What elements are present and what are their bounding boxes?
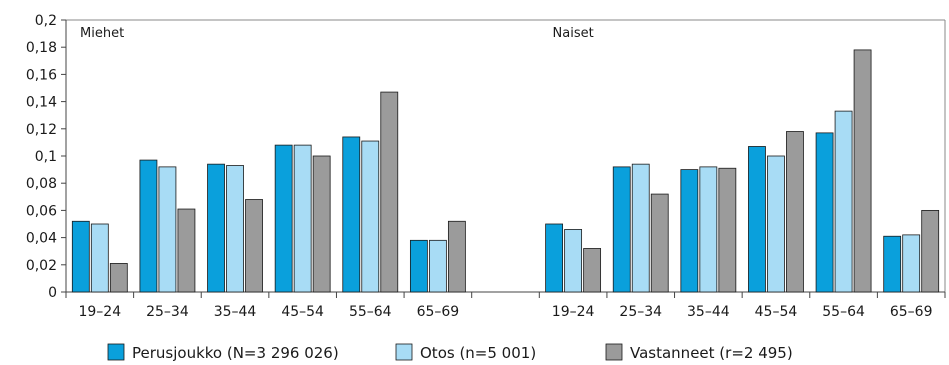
legend-label-3: Vastanneet (r=2 495) — [630, 344, 793, 362]
bar-2-11 — [767, 155, 785, 293]
x-tick-label: 45–54 — [755, 304, 798, 320]
bar-3-1 — [109, 263, 128, 293]
bar-1-9 — [612, 166, 631, 293]
bar-3-5 — [380, 91, 399, 293]
bar-3-13 — [921, 209, 940, 293]
bar-3-8 — [583, 248, 602, 293]
y-tick-label: 0,12 — [26, 122, 57, 138]
bar-3-12 — [853, 49, 872, 293]
y-tick-label: 0,04 — [26, 231, 57, 247]
y-tick-label: 0,18 — [26, 40, 57, 56]
legend-label-1: Perusjoukko (N=3 296 026) — [132, 344, 339, 362]
bar-3-9 — [650, 193, 669, 293]
bar-2-9 — [631, 163, 650, 293]
bar-1-5 — [342, 136, 361, 293]
y-tick-label: 0,02 — [26, 258, 57, 274]
y-axis-ticks: 0 0,02 0,04 0,06 0,08 0,1 0,12 0,14 0,16 0,18 0,2 — [26, 13, 66, 301]
plot-frame — [65, 19, 946, 293]
bar-1-2 — [139, 159, 158, 293]
x-tick-label: 55–64 — [349, 304, 392, 320]
bar-2-3 — [226, 165, 244, 293]
x-tick-label: 25–34 — [146, 304, 189, 320]
bar-2-2 — [158, 166, 177, 293]
bar-1-3 — [207, 163, 225, 293]
legend-swatch-2 — [395, 343, 413, 361]
bar-2-5 — [361, 140, 380, 293]
x-tick-label: 65–69 — [890, 304, 933, 320]
x-tick-label: 19–24 — [78, 304, 121, 320]
bar-2-4 — [293, 144, 312, 293]
x-tick-label: 35–44 — [214, 304, 257, 320]
x-tick-label: 19–24 — [552, 304, 595, 320]
bar-2-10 — [699, 166, 718, 293]
legend-swatch-1 — [107, 343, 125, 361]
bar-1-4 — [274, 144, 293, 293]
x-tick-label: 35–44 — [687, 304, 730, 320]
bar-1-6 — [409, 239, 428, 293]
bar-1-1 — [71, 220, 90, 293]
bar-2-12 — [834, 110, 853, 293]
legend-swatch-3 — [605, 343, 623, 361]
y-tick-label: 0,1 — [35, 149, 57, 165]
bar-3-10 — [718, 167, 737, 293]
panel-label-miehet: Miehet — [80, 26, 124, 41]
bar-3-4 — [312, 155, 331, 293]
bar-3-2 — [177, 208, 196, 293]
bar-1-8 — [545, 223, 564, 293]
bar-2-8 — [564, 229, 583, 293]
bar-3-3 — [245, 199, 263, 293]
y-tick-label: 0,08 — [26, 176, 57, 192]
x-axis-ticks: 19–24 25–34 35–44 45–54 55–64 65–69 19–24 25–34… — [65, 292, 946, 320]
bar-3-11 — [786, 131, 804, 293]
bar-2-13 — [902, 234, 921, 293]
x-tick-label: 55–64 — [822, 304, 865, 320]
bars — [71, 49, 940, 293]
x-tick-label: 65–69 — [417, 304, 460, 320]
panel-label-naiset: Naiset — [553, 26, 594, 41]
x-tick-label: 45–54 — [281, 304, 324, 320]
legend-label-2: Otos (n=5 001) — [420, 344, 536, 362]
bar-1-10 — [680, 169, 699, 293]
legend: Perusjoukko (N=3 296 026) Otos (n=5 001) V… — [107, 343, 793, 362]
bar-2-6 — [428, 239, 447, 293]
bar-3-6 — [447, 220, 466, 293]
bar-2-1 — [90, 223, 109, 293]
y-tick-label: 0,14 — [26, 95, 57, 111]
bar-1-13 — [883, 235, 902, 293]
bar-1-11 — [748, 146, 766, 293]
y-tick-label: 0,2 — [35, 13, 57, 29]
y-tick-label: 0 — [48, 285, 57, 301]
x-tick-label: 25–34 — [619, 304, 662, 320]
y-tick-label: 0,16 — [26, 67, 57, 83]
y-tick-label: 0,06 — [26, 203, 57, 219]
bar-1-12 — [815, 132, 834, 293]
